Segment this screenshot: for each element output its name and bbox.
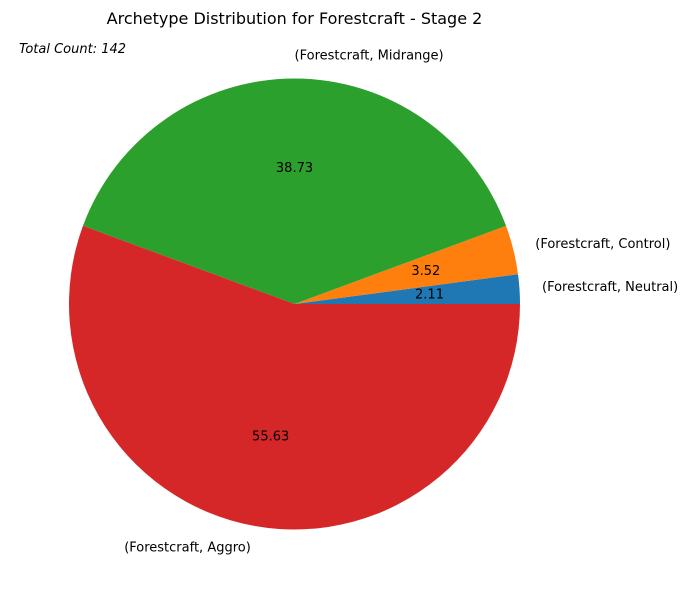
pie-category-label-forestcraft-aggro: (Forestcraft, Aggro) xyxy=(124,541,251,556)
pie-value-label-forestcraft-neutral: 2.11 xyxy=(415,288,444,303)
pie-slice-forestcraft-midrange xyxy=(82,78,507,304)
chart-title: Archetype Distribution for Forestcraft -… xyxy=(107,9,483,28)
pie-category-label-forestcraft-control: (Forestcraft, Control) xyxy=(535,237,670,252)
pie-value-label-forestcraft-midrange: 38.73 xyxy=(276,161,313,176)
pie-slice-forestcraft-aggro xyxy=(68,225,520,530)
pie-value-label-forestcraft-control: 3.52 xyxy=(411,264,440,279)
pie-value-label-forestcraft-aggro: 55.63 xyxy=(252,430,289,445)
pie-slice-forestcraft-control xyxy=(294,225,519,304)
pie-category-label-forestcraft-midrange: (Forestcraft, Midrange) xyxy=(295,48,444,63)
total-count-annotation: Total Count: 142 xyxy=(19,42,126,57)
pie-slice-forestcraft-neutral xyxy=(294,274,520,304)
pie-labels: 2.11 (Forestcraft, Neutral) 3.52 (Forestcra… xyxy=(124,48,678,555)
pie-slices xyxy=(68,78,520,530)
pie-category-label-forestcraft-neutral: (Forestcraft, Neutral) xyxy=(542,280,678,295)
